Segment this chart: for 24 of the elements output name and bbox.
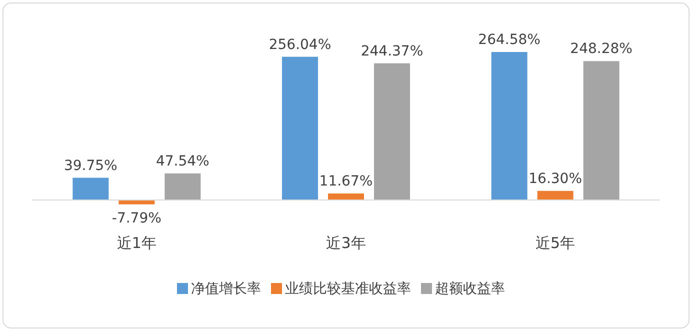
bar <box>583 61 620 200</box>
data-label: 248.28% <box>570 41 632 58</box>
x-tick-label: 近5年 <box>536 234 576 252</box>
data-label: 264.58% <box>478 32 540 48</box>
bar <box>118 200 155 204</box>
bar <box>164 173 201 200</box>
bar <box>328 193 364 200</box>
data-label: 256.04% <box>268 36 332 53</box>
x-tick-label: 近1年 <box>116 234 156 252</box>
legend-label: 业绩比较基准收益率 <box>285 281 411 297</box>
data-label: 11.67% <box>319 173 373 190</box>
data-label: 39.75% <box>64 158 118 174</box>
bar <box>491 52 528 200</box>
legend-label: 净值增长率 <box>191 281 261 297</box>
bar <box>282 56 318 200</box>
bar <box>72 178 109 200</box>
data-label: 47.54% <box>156 153 210 170</box>
x-tick-label: 近3年 <box>326 234 366 252</box>
bar <box>374 63 410 200</box>
bar <box>537 190 574 200</box>
data-label: -7.79% <box>112 210 162 226</box>
data-label: 16.30% <box>528 170 582 187</box>
data-label: 244.37% <box>360 43 424 60</box>
legend-label: 超额收益率 <box>435 281 505 297</box>
